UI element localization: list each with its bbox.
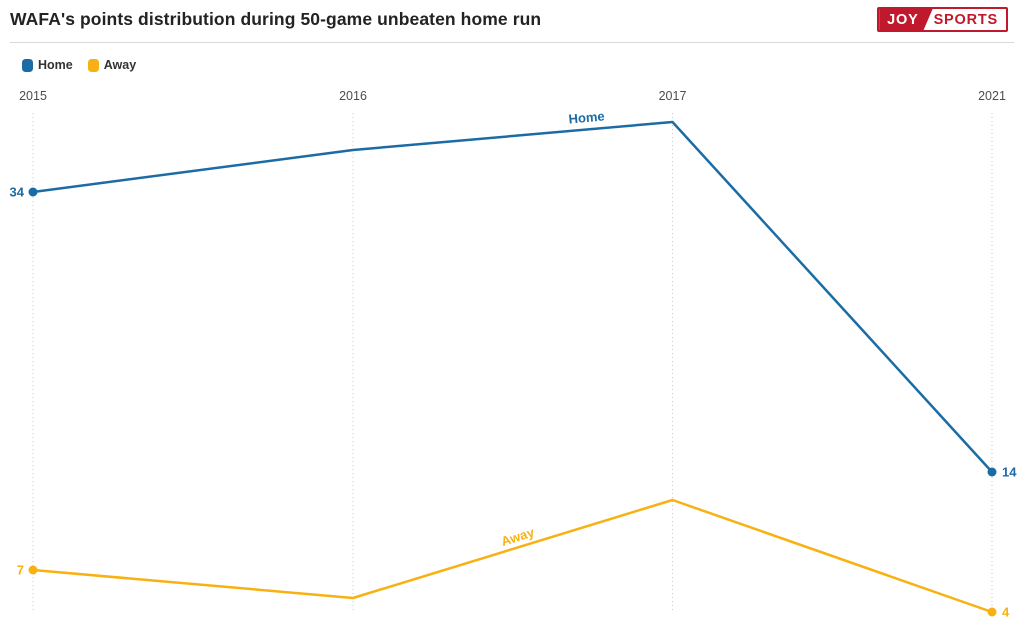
- point-away-2015: [28, 565, 38, 575]
- point-home-2021: [987, 467, 997, 477]
- chart-legend: Home Away: [22, 58, 136, 72]
- tick-label-2021: 2021: [978, 89, 1006, 103]
- legend-label-home: Home: [38, 58, 73, 72]
- tick-label-2016: 2016: [339, 89, 367, 103]
- value-label-home-2021: 14: [1002, 465, 1017, 480]
- series-label-away: Away: [499, 524, 536, 549]
- legend-item-home: Home: [22, 58, 73, 72]
- line-home: [32, 120, 993, 473]
- tick-label-2015: 2015: [19, 89, 47, 103]
- logo-joy-text: JOY: [879, 9, 932, 30]
- joy-sports-logo: JOY SPORTS: [877, 7, 1008, 32]
- tick-label-2017: 2017: [659, 89, 687, 103]
- legend-label-away: Away: [103, 58, 137, 72]
- legend-item-away: Away: [87, 58, 137, 72]
- point-away-2021: [987, 607, 997, 617]
- value-label-away-2021: 4: [1002, 605, 1010, 620]
- value-label-home-2015: 34: [10, 185, 25, 200]
- home-swatch-icon: [22, 58, 33, 72]
- page-title: WAFA's points distribution during 50-gam…: [10, 9, 542, 29]
- logo-sports-text: SPORTS: [933, 11, 998, 28]
- away-swatch-icon: [87, 58, 99, 72]
- point-home-2015: [28, 187, 38, 197]
- series-label-home: Home: [568, 108, 605, 126]
- header-divider: [10, 42, 1014, 43]
- value-label-away-2015: 7: [17, 563, 24, 578]
- line-away: [32, 498, 993, 614]
